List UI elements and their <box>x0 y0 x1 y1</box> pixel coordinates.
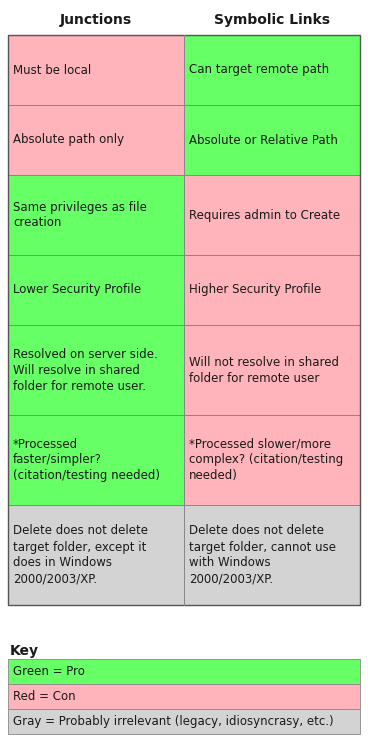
Text: Must be local: Must be local <box>13 63 91 76</box>
Text: Lower Security Profile: Lower Security Profile <box>13 284 141 297</box>
Bar <box>8 684 360 709</box>
Bar <box>8 175 184 255</box>
Text: Same privileges as file
creation: Same privileges as file creation <box>13 200 147 229</box>
Bar <box>8 505 184 605</box>
Bar <box>184 505 360 605</box>
Text: Will not resolve in shared
folder for remote user: Will not resolve in shared folder for re… <box>189 356 339 385</box>
Bar <box>8 415 184 505</box>
Bar <box>8 105 184 175</box>
Bar <box>8 659 360 684</box>
Bar <box>184 105 360 175</box>
Text: *Processed slower/more
complex? (citation/testing
needed): *Processed slower/more complex? (citatio… <box>189 438 343 483</box>
Text: Delete does not delete
target folder, except it
does in Windows
2000/2003/XP.: Delete does not delete target folder, ex… <box>13 524 148 586</box>
Text: Absolute or Relative Path: Absolute or Relative Path <box>189 134 338 146</box>
Text: Junctions: Junctions <box>60 13 132 27</box>
Bar <box>8 325 184 415</box>
Bar <box>8 35 360 605</box>
Bar <box>8 709 360 734</box>
Bar <box>184 35 360 105</box>
Text: Resolved on server side.
Will resolve in shared
folder for remote user.: Resolved on server side. Will resolve in… <box>13 347 158 392</box>
Text: Symbolic Links: Symbolic Links <box>214 13 330 27</box>
Text: Key: Key <box>10 645 39 659</box>
Text: Delete does not delete
target folder, cannot use
with Windows
2000/2003/XP.: Delete does not delete target folder, ca… <box>189 524 336 586</box>
Text: Gray = Probably irrelevant (legacy, idiosyncrasy, etc.): Gray = Probably irrelevant (legacy, idio… <box>13 715 334 728</box>
Bar <box>8 35 184 105</box>
Bar <box>184 325 360 415</box>
Bar <box>184 415 360 505</box>
Text: *Processed
faster/simpler?
(citation/testing needed): *Processed faster/simpler? (citation/tes… <box>13 438 160 483</box>
Text: Requires admin to Create: Requires admin to Create <box>189 208 340 222</box>
Text: Red = Con: Red = Con <box>13 690 76 703</box>
Text: Can target remote path: Can target remote path <box>189 63 329 76</box>
Text: Green = Pro: Green = Pro <box>13 665 85 678</box>
Text: Absolute path only: Absolute path only <box>13 134 124 146</box>
Bar <box>184 175 360 255</box>
Text: Higher Security Profile: Higher Security Profile <box>189 284 321 297</box>
Bar <box>184 255 360 325</box>
Bar <box>8 255 184 325</box>
